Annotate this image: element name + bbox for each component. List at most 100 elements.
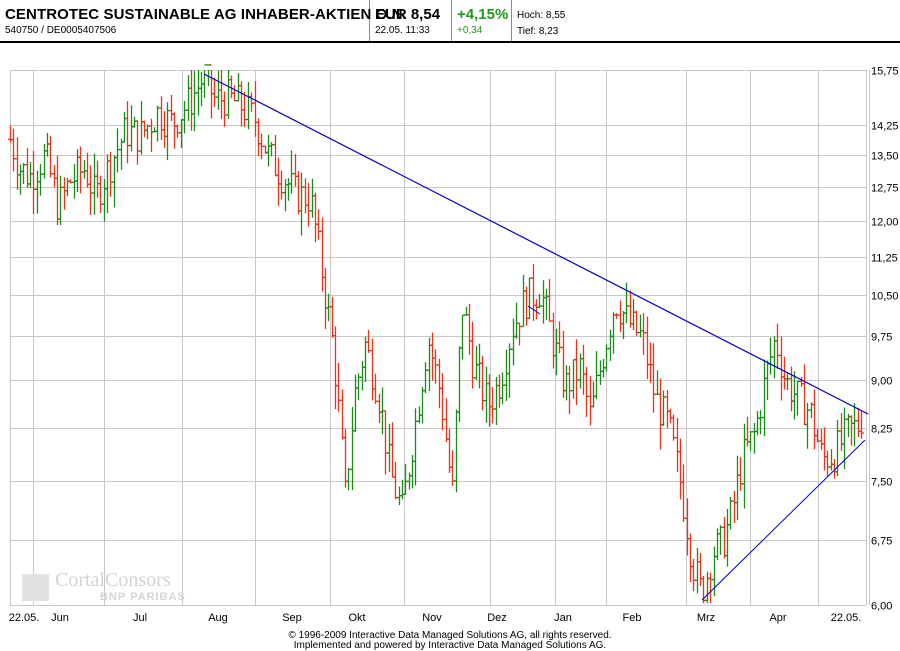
ohlc-bar: [698, 553, 703, 587]
ohlc-bar: [802, 364, 807, 426]
ohlc-bar: [119, 138, 124, 170]
ohlc-bar: [584, 366, 589, 417]
x-tick-label: Apr: [769, 612, 786, 624]
x-tick-label: Nov: [422, 612, 442, 624]
ohlc-bar: [189, 70, 194, 131]
ohlc-bar: [256, 118, 261, 157]
ohlc-bar: [112, 155, 117, 208]
ohlc-bar: [196, 70, 201, 116]
ohlc-bar: [310, 178, 315, 218]
ohlc-bar: [658, 378, 663, 450]
ohlc-bar: [21, 162, 26, 185]
quote-header: CENTROTEC SUSTAINABLE AG INHABER-AKTIEN …: [0, 0, 900, 43]
x-axis: 22.05. Jun Jul Aug Sep Okt Nov Dez Jan Feb Mrz Apr 2…: [9, 612, 862, 624]
ohlc-bar: [728, 496, 733, 530]
ohlc-bar: [363, 336, 368, 382]
x-tick-label: Jun: [51, 612, 69, 624]
ohlc-bar: [276, 157, 281, 206]
ohlc-bar: [82, 160, 87, 179]
ohlc-bar: [316, 209, 321, 240]
ohlc-bar: [554, 328, 559, 376]
ohlc-bar: [504, 349, 509, 401]
resistance-trendline: [203, 73, 869, 415]
ohlc-bar: [15, 137, 20, 190]
ohlc-bar: [95, 160, 100, 198]
ohlc-bar: [303, 178, 308, 214]
ohlc-bar: [377, 393, 382, 423]
x-tick-label: Aug: [208, 612, 228, 624]
ohlc-bar: [226, 70, 231, 119]
y-tick-label: 9,75: [871, 332, 892, 344]
cortal-consors-logo: CortalConsors BNP PARIBAS: [22, 569, 185, 606]
ohlc-bar: [232, 85, 237, 102]
ohlc-bar: [725, 508, 730, 567]
ohlc-bar: [661, 390, 666, 427]
ohlc-bar: [139, 101, 144, 155]
ohlc-bar: [819, 428, 824, 450]
ohlc-bar: [534, 299, 539, 320]
ohlc-bar: [645, 316, 650, 380]
ohlc-bar: [239, 81, 244, 127]
ohlc-bar: [366, 329, 371, 353]
ohlc-bar: [105, 154, 110, 214]
ohlc-bar: [477, 343, 482, 389]
ohlc-bar: [839, 413, 844, 451]
ohlc-bar: [775, 323, 780, 370]
ohlc-bar: [638, 314, 643, 338]
y-tick-label: 7,50: [871, 477, 892, 489]
y-tick-label: 12,00: [871, 217, 899, 229]
ohlc-bar: [249, 92, 254, 112]
ohlc-bar: [25, 148, 30, 188]
y-tick-label: 8,25: [871, 424, 892, 436]
ohlc-bar: [792, 371, 797, 420]
ohlc-bar: [541, 280, 546, 324]
y-tick-label: 6,75: [871, 536, 892, 548]
ohlc-bar: [614, 313, 619, 320]
y-tick-label: 6,00: [871, 601, 892, 613]
x-tick-label: Dez: [487, 612, 507, 624]
ohlc-bar: [360, 361, 365, 391]
ohlc-bar: [313, 192, 318, 243]
ohlc-bar: [186, 75, 191, 121]
ohlc-bar: [574, 339, 579, 406]
ohlc-bar: [108, 152, 113, 197]
ohlc-bar: [564, 365, 569, 401]
ohlc-bar: [591, 381, 596, 408]
ohlc-bar: [192, 70, 197, 132]
ohlc-bar: [758, 410, 763, 435]
ohlc-bar: [484, 366, 489, 423]
ohlc-bar: [370, 338, 375, 401]
ohlc-bar: [755, 410, 760, 436]
ohlc-bar: [413, 408, 418, 486]
ohlc-bar: [48, 135, 53, 178]
ohlc-bar: [467, 303, 472, 355]
ohlc-bar: [423, 362, 428, 394]
ohlc-bar: [246, 82, 251, 130]
ohlc-bar: [500, 372, 505, 405]
ohlc-bar: [628, 290, 633, 328]
trendlines: [203, 73, 869, 601]
ohlc-bar: [85, 152, 90, 188]
ohlc-bar: [557, 321, 562, 354]
ohlc-bar: [253, 81, 258, 137]
ohlc-bar: [738, 457, 743, 491]
ohlc-bar: [631, 299, 636, 331]
ohlc-bar: [102, 179, 107, 222]
ohlc-bar: [320, 217, 325, 292]
ohlc-bar: [547, 279, 552, 322]
ohlc-bar: [306, 182, 311, 227]
ohlc-bar: [122, 111, 127, 143]
ohlc-bar: [795, 380, 800, 416]
ohlc-bar: [92, 153, 97, 215]
ohlc-bar: [236, 73, 241, 102]
ohlc-bar: [544, 288, 549, 321]
ohlc-bar: [219, 70, 224, 119]
x-tick-label: Mrz: [697, 612, 715, 624]
ohlc-bar: [266, 134, 271, 167]
ohlc-bar: [433, 349, 438, 384]
y-tick-label: 12,75: [871, 183, 899, 195]
ohlc-bar: [671, 414, 676, 441]
ohlc-bar: [279, 170, 284, 200]
ohlc-bar: [35, 170, 40, 214]
ohlc-bar: [675, 417, 680, 473]
